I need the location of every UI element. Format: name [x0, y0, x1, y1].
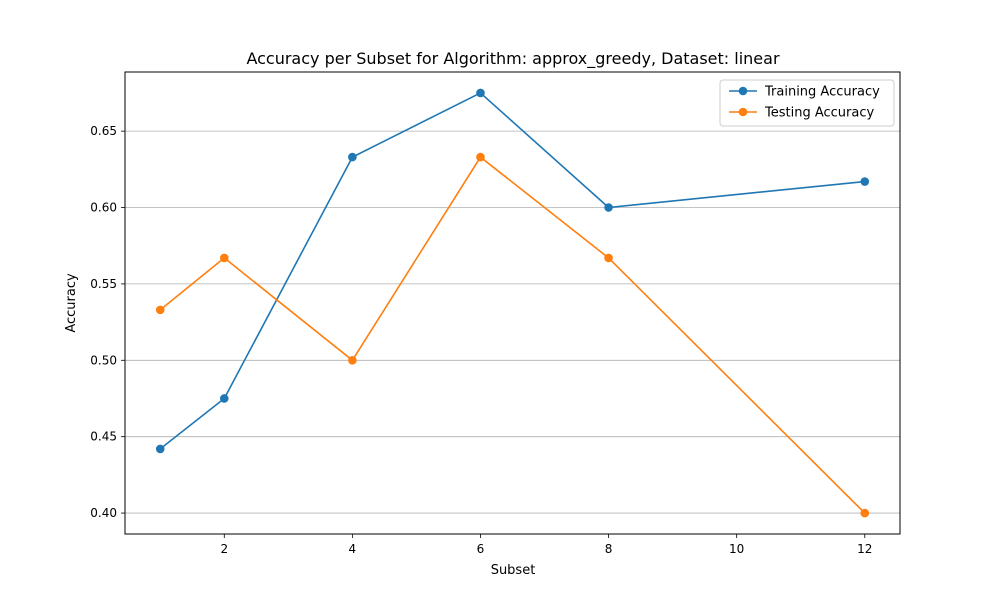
data-point	[219, 253, 229, 263]
data-point	[348, 152, 357, 162]
x-tick-label: 12	[857, 542, 872, 556]
y-axis-label: Accuracy	[64, 273, 79, 333]
y-tick-label: 0.45	[90, 430, 117, 444]
y-tick-label: 0.60	[90, 201, 117, 215]
x-axis: 2 4 6 8 10 12	[220, 534, 872, 556]
x-tick-label: 6	[477, 542, 485, 556]
data-point	[476, 152, 485, 162]
legend-entry-label: Testing Accuracy	[764, 106, 874, 121]
series-line-1	[159, 155, 866, 514]
legend-swatch-marker	[738, 107, 748, 117]
y-tick-label: 0.65	[90, 124, 117, 138]
chart-title: Accuracy per Subset for Algorithm: appro…	[246, 49, 780, 69]
x-tick-label: 4	[349, 542, 357, 556]
x-tick-label: 8	[605, 542, 613, 556]
y-tick-label: 0.55	[90, 277, 117, 291]
data-point	[860, 508, 870, 518]
gridlines	[125, 130, 900, 514]
x-tick-label: 2	[220, 542, 228, 556]
series-line-0	[159, 91, 865, 450]
legend-entry-label: Training Accuracy	[764, 85, 880, 100]
x-axis-label: Subset	[491, 563, 536, 578]
legend: Training Accuracy Testing Accuracy	[719, 79, 895, 127]
data-point	[604, 253, 613, 263]
data-point	[155, 444, 165, 454]
y-tick-label: 0.50	[90, 353, 117, 367]
legend-swatch-marker	[738, 86, 748, 96]
data-point	[476, 88, 485, 98]
legend-box	[719, 79, 895, 127]
y-axis: 0.40 0.45 0.50 0.55 0.60 0.65	[90, 124, 125, 520]
data-point	[219, 394, 229, 403]
data-point	[604, 203, 613, 212]
x-tick-label: 10	[729, 542, 744, 556]
plot-frame	[124, 71, 901, 535]
data-point	[860, 177, 870, 186]
y-tick-label: 0.40	[90, 506, 117, 520]
series-layer	[155, 88, 870, 518]
data-point	[348, 355, 357, 365]
data-point	[155, 305, 165, 315]
